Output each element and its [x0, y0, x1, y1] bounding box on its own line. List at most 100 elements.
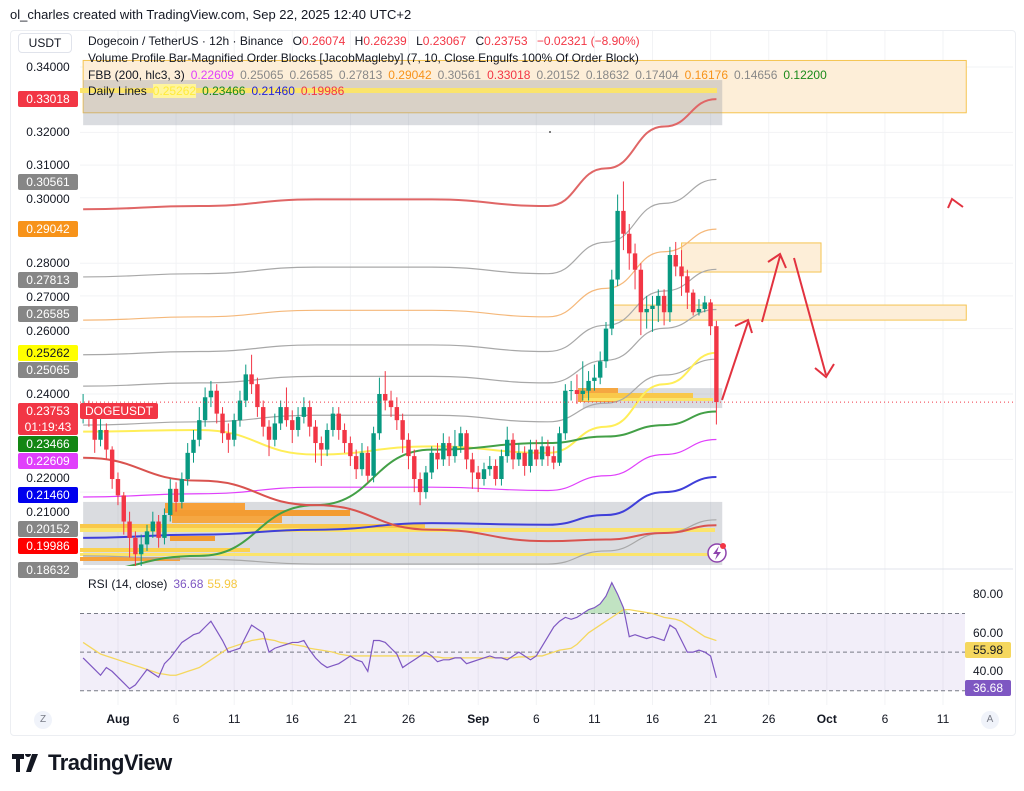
- chart-credit: ol_charles created with TradingView.com,…: [10, 7, 412, 22]
- candle: [226, 423, 231, 453]
- candle-body: [574, 390, 580, 394]
- candle-body: [580, 390, 585, 394]
- candle-body: [284, 407, 289, 421]
- close-value: 0.23753: [484, 34, 528, 48]
- candle: [150, 511, 156, 538]
- candle: [336, 407, 341, 440]
- candle: [621, 181, 626, 251]
- candle-body: [470, 459, 475, 473]
- candle: [359, 443, 365, 476]
- candle-body: [336, 413, 341, 430]
- candle-body: [307, 407, 312, 427]
- fbb-band-line: [83, 358, 717, 426]
- candle-body: [208, 390, 214, 398]
- legend-fbb[interactable]: FBB (200, hlc3, 3) 0.22609 0.25065 0.26585 0…: [88, 68, 827, 82]
- daily-ma-line: [83, 476, 717, 539]
- candle: [400, 413, 405, 453]
- fbb-value: 0.22609: [190, 68, 235, 82]
- fbb-value: 0.17404: [635, 68, 679, 82]
- candle: [685, 269, 690, 309]
- daily-line-value: 0.25262: [152, 84, 197, 98]
- candle-body: [458, 433, 463, 447]
- candle: [458, 426, 463, 453]
- auto-scale-button[interactable]: A: [981, 711, 999, 729]
- candle: [284, 387, 289, 427]
- candle: [173, 482, 179, 512]
- candle-body: [330, 413, 336, 430]
- candle-body: [359, 452, 365, 470]
- tradingview-logo-icon: [12, 754, 38, 772]
- candle: [534, 439, 539, 466]
- candle-body: [197, 420, 202, 440]
- candle-body: [638, 269, 644, 313]
- price-axis-label: 0.27000: [18, 289, 78, 306]
- candle: [528, 439, 533, 473]
- candle: [255, 377, 260, 417]
- candle: [266, 420, 272, 457]
- candle: [98, 416, 103, 447]
- candle: [499, 449, 504, 486]
- candle-body: [353, 456, 359, 470]
- candle: [249, 354, 254, 394]
- candle-body: [714, 326, 719, 403]
- candle-body: [632, 253, 638, 270]
- time-axis-label: 11: [227, 712, 241, 726]
- candle: [417, 472, 423, 506]
- candle-body: [603, 328, 609, 362]
- price-tag: 0.26585: [18, 306, 78, 323]
- legend-daily-lines[interactable]: Daily Lines 0.25262 0.23466 0.21460 0.19986: [88, 84, 345, 98]
- price-axis-label: 0.34000: [18, 59, 78, 75]
- candle-body: [673, 255, 678, 267]
- symbol-title[interactable]: Dogecoin / TetherUS · 12h · Binance: [88, 34, 284, 48]
- candle: [290, 410, 295, 444]
- candle-body: [493, 465, 498, 480]
- candle-body: [144, 531, 150, 545]
- candle-body: [272, 423, 278, 440]
- candle-body: [661, 295, 667, 313]
- candle: [539, 436, 545, 466]
- candle-body: [464, 433, 469, 460]
- symbol-price-tag: DOGEUSDT: [80, 403, 159, 419]
- candle-body: [627, 233, 632, 254]
- candle-body: [481, 469, 487, 480]
- candle-body: [383, 394, 388, 401]
- candle: [115, 472, 121, 506]
- candle: [632, 243, 638, 290]
- tradingview-logo[interactable]: TradingView: [12, 750, 172, 776]
- last-price-tag: 0.23753 01:19:43: [18, 403, 78, 435]
- grid-lines: [80, 31, 1013, 705]
- candle: [104, 423, 109, 460]
- zoom-reset-button[interactable]: Z: [34, 711, 52, 729]
- daily-line-value: 0.21460: [251, 84, 295, 98]
- candle: [301, 397, 307, 424]
- candle: [406, 433, 411, 470]
- time-axis-label: 11: [936, 712, 950, 726]
- candle: [627, 223, 632, 270]
- candle: [202, 387, 208, 427]
- legend-vp[interactable]: Volume Profile Bar-Magnified Order Block…: [88, 51, 639, 65]
- candle: [330, 407, 336, 437]
- volume-profile-bar: [170, 536, 215, 541]
- rsi-legend[interactable]: RSI (14, close) 36.68 55.98: [88, 577, 238, 591]
- candle-body: [162, 514, 167, 538]
- candle-body: [266, 426, 272, 440]
- candle-body: [231, 420, 237, 440]
- fbb-value: 0.20152: [536, 68, 580, 82]
- candle-body: [185, 452, 190, 480]
- candle: [690, 289, 696, 316]
- time-axis-label: 26: [401, 712, 416, 726]
- candle-body: [342, 429, 347, 444]
- time-axis-label: 6: [881, 712, 889, 726]
- arrow-up-1: [721, 321, 749, 401]
- order-blocks: [82, 59, 967, 566]
- candle: [452, 429, 458, 463]
- candle-body: [446, 443, 452, 457]
- currency-label[interactable]: USDT: [18, 33, 72, 53]
- price-tag: 0.23466: [18, 436, 78, 452]
- candle: [371, 426, 376, 483]
- time-axis-label: Sep: [467, 712, 490, 726]
- price-tag: 0.29042: [18, 221, 78, 238]
- candle: [714, 320, 719, 425]
- candle: [139, 534, 144, 566]
